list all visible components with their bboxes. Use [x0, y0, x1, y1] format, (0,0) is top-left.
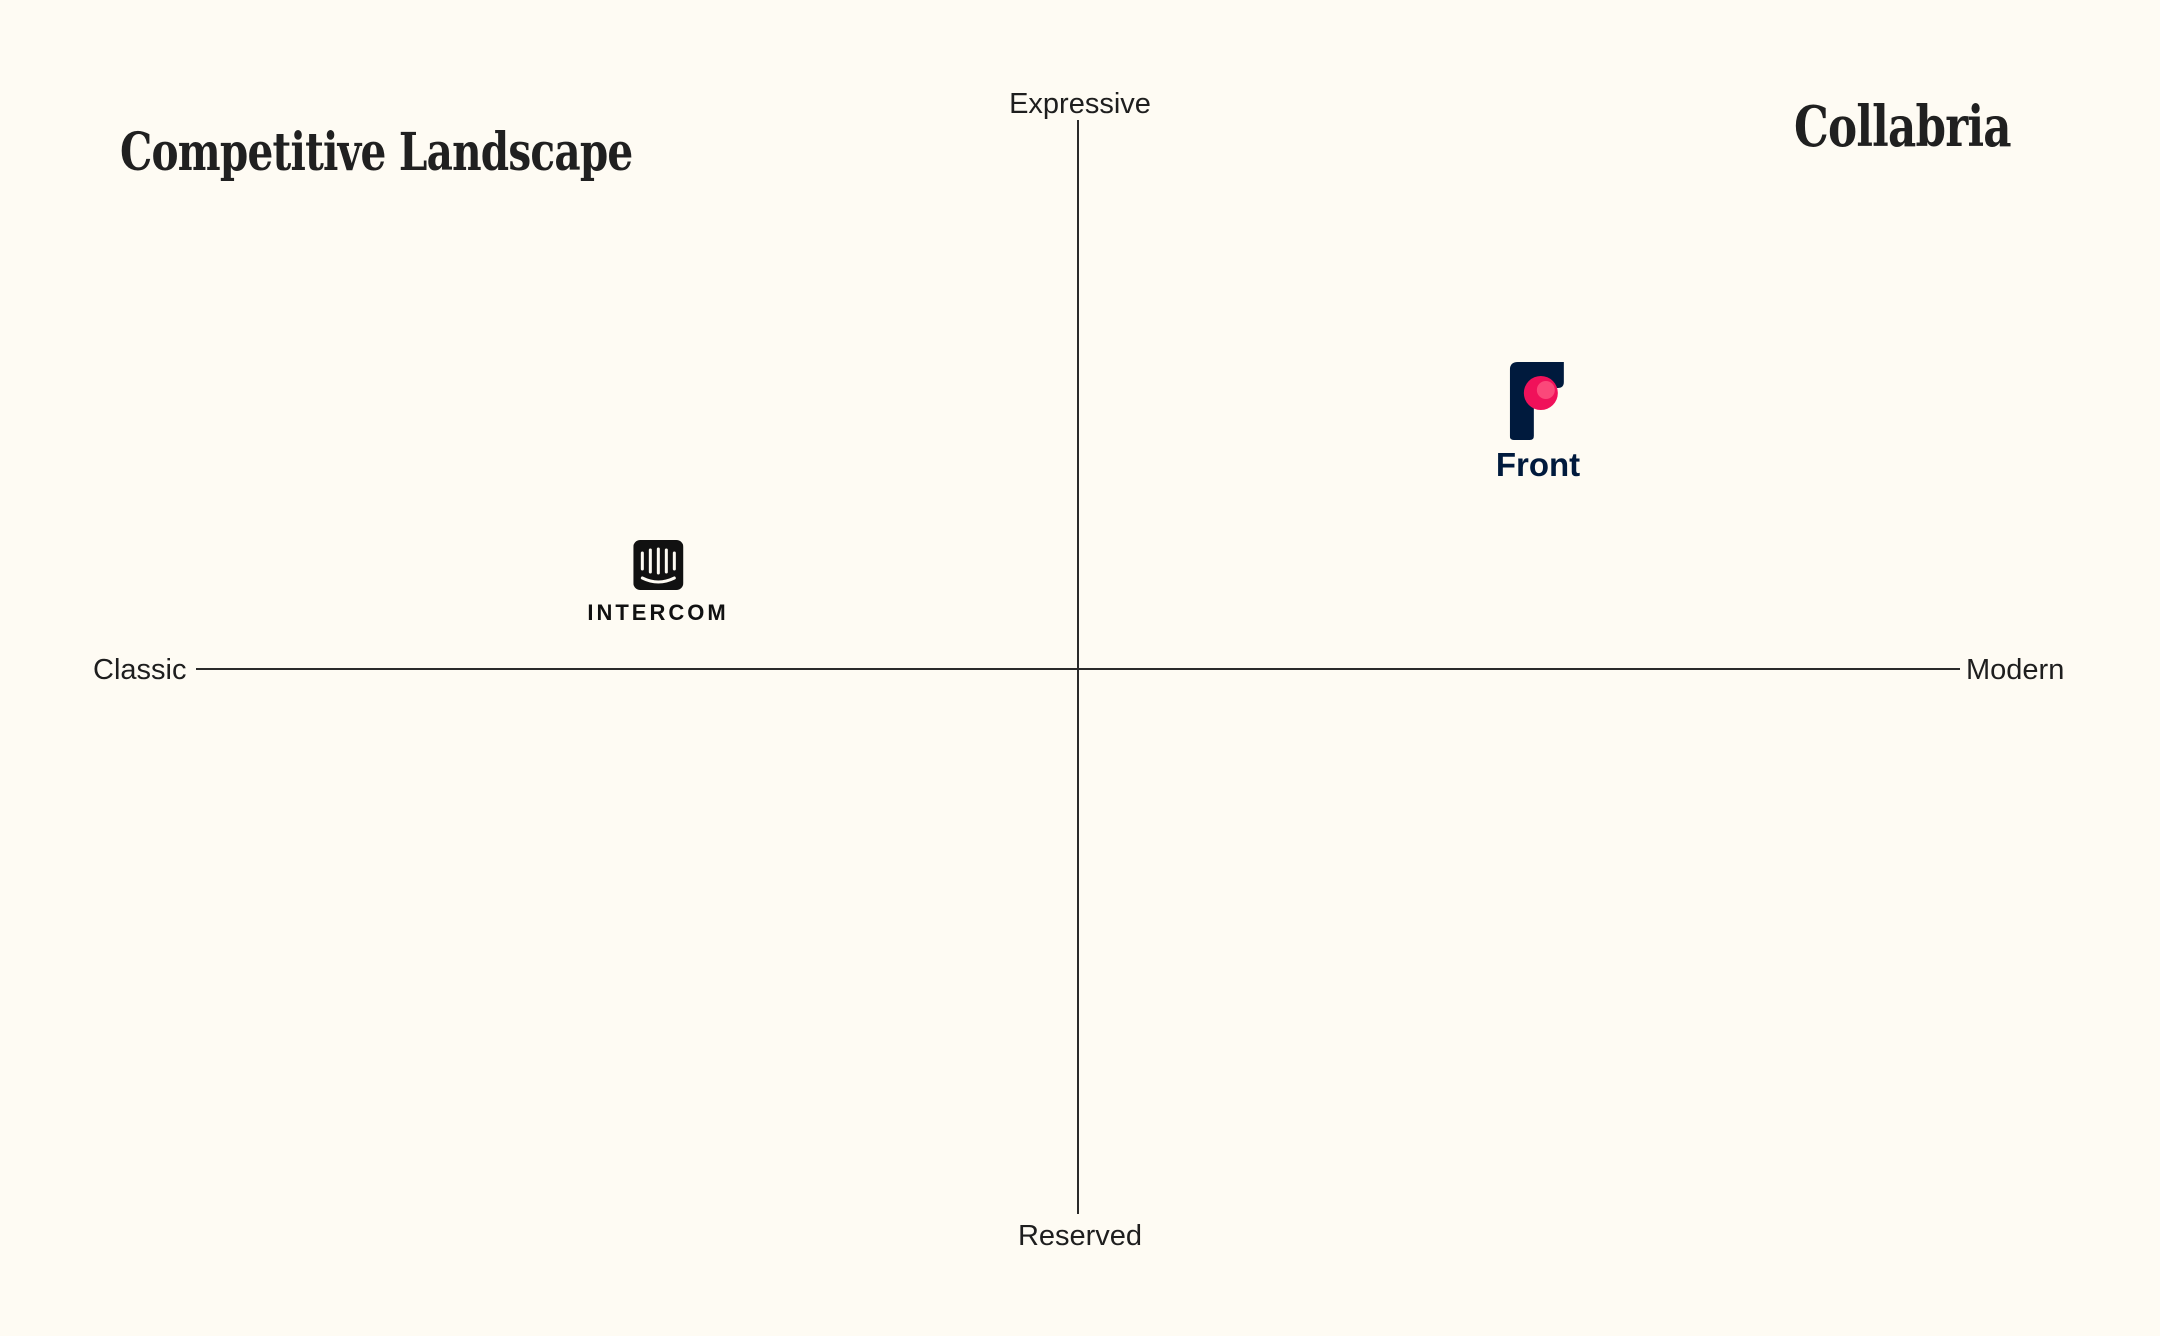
axis-label-expressive: Expressive: [1009, 88, 1151, 120]
brand-name: Collabria: [1794, 94, 2012, 160]
intercom-logo-icon: [632, 540, 683, 590]
vertical-axis: [1077, 120, 1079, 1214]
competitor-intercom: INTERCOM: [587, 540, 728, 626]
front-wordmark: Front: [1495, 446, 1581, 483]
axis-label-modern: Modern: [1966, 654, 2065, 686]
front-logo-icon: [1510, 362, 1564, 440]
page-title: Competitive Landscape: [120, 122, 633, 183]
axis-label-classic: Classic: [93, 654, 187, 686]
axis-label-reserved: Reserved: [1017, 1220, 1143, 1252]
competitor-front: Front: [1496, 362, 1580, 484]
intercom-wordmark: INTERCOM: [587, 600, 729, 625]
